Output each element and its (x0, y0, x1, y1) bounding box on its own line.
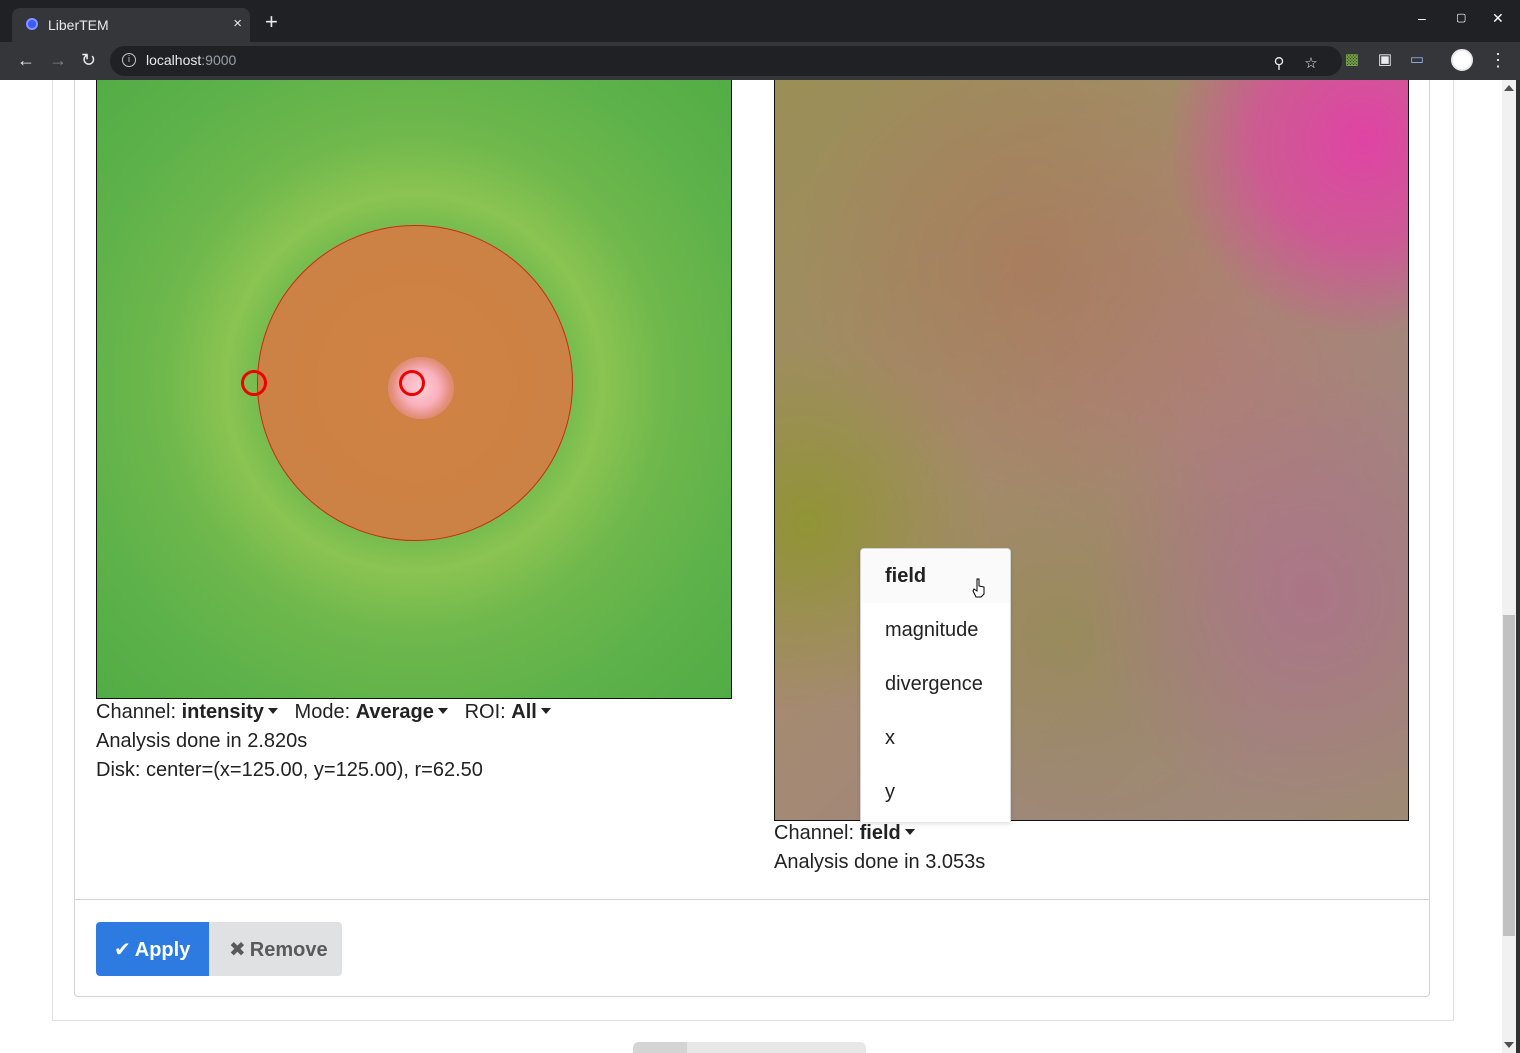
x-mark-icon: ✖ (229, 937, 246, 961)
chevron-down-icon[interactable] (267, 708, 278, 715)
browser-tab[interactable]: LiberTEM × (12, 8, 250, 42)
remove-label: Remove (249, 939, 328, 961)
chevron-down-icon[interactable] (437, 708, 448, 715)
channel-dropdown[interactable]: intensity (182, 701, 278, 723)
channel-label: Channel: (774, 822, 855, 844)
url-port: :9000 (201, 52, 237, 68)
scroll-down-arrow-icon[interactable] (1504, 1042, 1514, 1048)
browser-toolbar: ← → ↻ i localhost:9000 ⚲ ☆ ▩ ▣ ▭ ⋮ (0, 42, 1520, 80)
hand-pointer-icon (972, 578, 985, 598)
segment-divider (75, 899, 1429, 900)
tab-title: LiberTEM (48, 17, 109, 33)
apply-label: Apply (134, 939, 191, 961)
address-bar[interactable]: i localhost:9000 ⚲ ☆ (110, 46, 1342, 76)
left-controls-row: Channel: intensity Mode: Average ROI: Al… (96, 701, 551, 724)
chevron-down-icon[interactable] (540, 708, 551, 715)
site-info-icon[interactable]: i (122, 53, 136, 67)
bookmark-star-icon[interactable]: ☆ (1304, 55, 1318, 72)
url-text: localhost:9000 (146, 52, 236, 68)
channel-label: Channel: (96, 701, 177, 723)
url-host: localhost (146, 52, 202, 68)
minimize-button[interactable]: – (1418, 10, 1426, 26)
horizontal-scrollbar-thumb[interactable] (633, 1042, 687, 1053)
dropdown-option-y[interactable]: y (885, 781, 895, 803)
dropdown-option-field[interactable]: field (861, 549, 1010, 603)
page-viewport: Channel: intensity Mode: Average ROI: Al… (0, 80, 1520, 1053)
dropdown-option-magnitude[interactable]: magnitude (885, 619, 979, 641)
vertical-scrollbar-thumb[interactable] (1503, 615, 1515, 936)
channel-dropdown-menu: field magnitude divergence x y (860, 548, 1011, 822)
dropdown-option-divergence[interactable]: divergence (885, 673, 983, 695)
new-tab-button[interactable]: + (265, 9, 278, 34)
channel-value[interactable]: field (859, 822, 901, 844)
radius-handle[interactable] (241, 370, 267, 396)
remove-button[interactable]: ✖ Remove (209, 922, 342, 976)
frame-view-image[interactable] (96, 80, 732, 699)
roi-value[interactable]: All (511, 701, 537, 723)
analysis-container (52, 80, 1454, 1021)
roi-label: ROI: (464, 701, 506, 723)
zoom-icon[interactable]: ⚲ (1273, 55, 1285, 72)
cast-extension-icon[interactable]: ▭ (1409, 51, 1425, 68)
close-window-button[interactable]: ✕ (1492, 10, 1504, 26)
channel-value[interactable]: intensity (181, 701, 264, 723)
libertem-favicon-icon (26, 18, 38, 30)
android-extension-icon[interactable]: ▩ (1344, 51, 1360, 68)
horizontal-scrollbar[interactable] (633, 1042, 866, 1053)
browser-menu-icon[interactable]: ⋮ (1489, 50, 1507, 70)
center-handle[interactable] (399, 370, 425, 396)
disk-parameters: Disk: center=(x=125.00, y=125.00), r=62.… (96, 759, 483, 781)
tab-close-icon[interactable]: × (233, 15, 242, 32)
forward-arrow-icon[interactable]: → (49, 50, 67, 70)
right-analysis-status: Analysis done in 3.053s (774, 851, 986, 873)
dropdown-option-x[interactable]: x (885, 727, 895, 749)
mode-dropdown[interactable]: Average (356, 701, 448, 723)
vertical-scrollbar[interactable] (1502, 80, 1516, 1053)
right-controls-row: Channel: field (774, 822, 915, 845)
back-arrow-icon[interactable]: ← (17, 50, 35, 70)
mode-label: Mode: (294, 701, 351, 723)
chevron-down-icon[interactable] (904, 829, 915, 836)
channel-dropdown[interactable]: field (860, 822, 915, 844)
maximize-button[interactable]: ▢ (1456, 12, 1467, 24)
apply-button[interactable]: ✔ Apply (96, 922, 209, 976)
scroll-up-arrow-icon[interactable] (1504, 85, 1514, 91)
check-icon: ✔ (114, 937, 131, 961)
browser-tab-bar: LiberTEM × + – ▢ ✕ (0, 0, 1520, 42)
left-analysis-status: Analysis done in 2.820s (96, 730, 308, 752)
window-border (1516, 80, 1520, 1053)
roi-dropdown[interactable]: All (511, 701, 551, 723)
reload-icon[interactable]: ↻ (81, 50, 97, 70)
profile-avatar[interactable] (1451, 49, 1473, 71)
mode-value[interactable]: Average (355, 701, 434, 723)
analysis-segment (74, 80, 1430, 997)
shield-extension-icon[interactable]: ▣ (1377, 51, 1393, 68)
